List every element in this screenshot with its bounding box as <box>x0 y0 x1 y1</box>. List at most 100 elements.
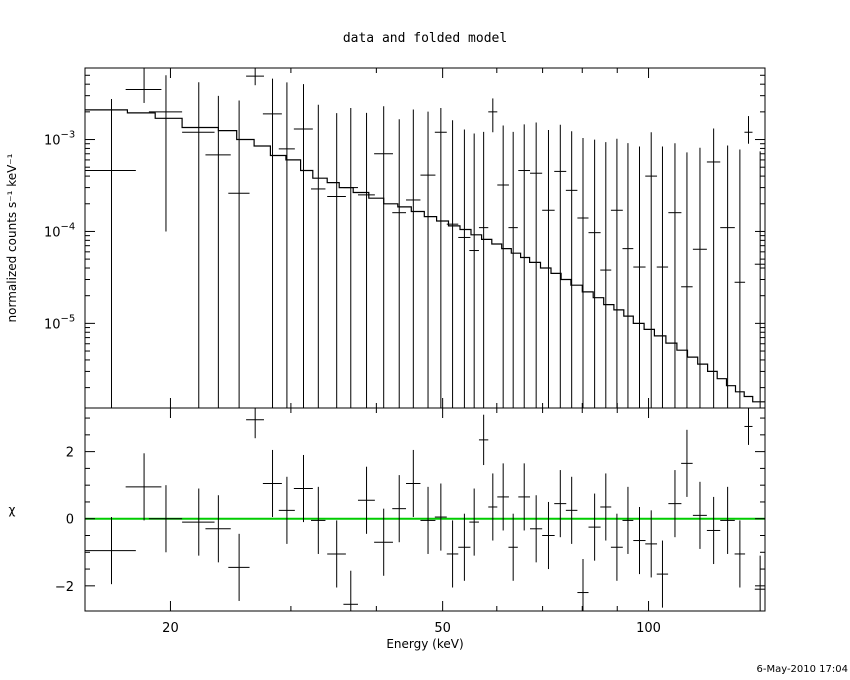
residual-point <box>148 485 183 553</box>
data-point <box>310 104 326 408</box>
data-point <box>125 68 162 103</box>
residual-series <box>85 408 766 611</box>
data-point <box>343 108 358 408</box>
residual-point <box>434 483 447 551</box>
residual-point <box>734 520 746 588</box>
chart-title: data and folded model <box>343 31 507 46</box>
data-point <box>668 143 682 408</box>
residual-point <box>706 496 721 565</box>
residual-point <box>744 408 753 445</box>
data-point <box>600 142 612 408</box>
residual-point <box>497 463 509 531</box>
x-axis-label: Energy (keV) <box>386 637 463 651</box>
data-point <box>577 137 589 408</box>
residual-point <box>327 520 346 588</box>
residual-point <box>554 470 567 538</box>
data-point <box>706 128 721 408</box>
residual-point <box>488 473 498 541</box>
data-point <box>554 124 567 408</box>
data-point <box>610 138 623 408</box>
residual-point <box>406 449 421 518</box>
data-point <box>633 146 646 408</box>
residual-point <box>246 408 264 439</box>
residual-point <box>542 501 555 570</box>
residual-point <box>720 486 735 554</box>
residual-point <box>374 508 393 576</box>
residual-point <box>278 476 295 544</box>
data-point <box>406 109 421 408</box>
residual-point <box>508 513 518 581</box>
data-point <box>508 131 518 408</box>
data-point <box>720 145 735 408</box>
x-tick-label: 100 <box>636 621 661 636</box>
residual-point <box>633 506 646 575</box>
data-point <box>246 68 264 86</box>
residual-point <box>565 476 578 544</box>
residual-point <box>577 558 589 611</box>
chi-tick-label: 0 <box>66 513 74 528</box>
timestamp: 6-May-2010 17:04 <box>756 664 848 675</box>
data-point <box>357 112 375 408</box>
data-point <box>645 132 658 408</box>
data-point <box>434 108 447 408</box>
data-point <box>488 98 498 133</box>
data-point <box>420 111 436 408</box>
model-step-line <box>85 109 765 403</box>
residual-point <box>420 486 436 554</box>
chi-tick-label: 2 <box>66 446 74 461</box>
data-point <box>497 125 509 408</box>
y-tick-label: 10−5 <box>44 313 75 332</box>
x-tick-label: 20 <box>162 621 179 636</box>
data-point <box>744 116 753 144</box>
data-point <box>205 95 231 408</box>
data-point <box>374 106 393 408</box>
data-point <box>278 82 295 408</box>
y-axis-label-chi: χ <box>9 503 16 517</box>
residual-point <box>600 473 612 541</box>
data-point <box>262 78 282 408</box>
spectrum-frame <box>84 67 766 409</box>
residual-point <box>622 486 634 554</box>
model-series <box>85 109 765 403</box>
y-tick-label: 10−3 <box>44 130 75 149</box>
residual-point <box>262 449 282 518</box>
data-point <box>469 133 479 408</box>
data-series <box>85 68 766 408</box>
data-point <box>518 124 531 408</box>
residual-point <box>343 570 358 611</box>
data-point <box>446 120 459 408</box>
y-tick-exponent: −4 <box>61 221 76 232</box>
chi-tick-label: −2 <box>55 580 74 595</box>
residual-point <box>610 513 623 581</box>
residual-point <box>357 466 375 534</box>
data-point <box>622 143 634 408</box>
data-point <box>148 75 183 232</box>
x-tick-label: 50 <box>434 621 451 636</box>
residual-point <box>656 540 669 608</box>
residual-point <box>692 481 707 549</box>
residual-point <box>681 429 693 497</box>
data-point <box>734 149 746 408</box>
residual-point <box>310 486 326 554</box>
residual-point <box>458 513 471 581</box>
residual-point <box>530 495 543 563</box>
data-point <box>293 84 313 408</box>
residual-point <box>205 495 231 563</box>
residual-point <box>182 488 215 556</box>
data-point <box>530 122 543 408</box>
residual-point <box>754 555 766 611</box>
data-point <box>681 152 693 408</box>
data-point <box>656 146 669 408</box>
data-point <box>692 147 707 408</box>
data-point <box>85 98 136 408</box>
spectrum-panel: 10−3 10−4 10−5 normalized counts s⁻¹ keV⁻¹ <box>5 67 766 409</box>
residual-point <box>645 510 658 578</box>
data-point <box>542 129 555 408</box>
data-point <box>182 82 215 408</box>
y-tick-label: 10−4 <box>44 221 75 240</box>
data-point <box>458 129 471 408</box>
residual-point <box>518 463 531 531</box>
data-point <box>478 131 489 408</box>
